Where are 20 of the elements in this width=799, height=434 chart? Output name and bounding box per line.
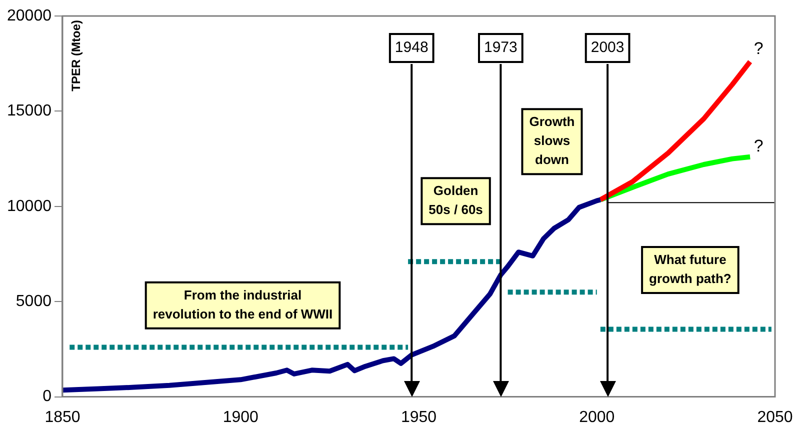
y-tick-label: 0 — [42, 388, 52, 406]
annotation: From the industrial revolution to the end of WWII — [152, 287, 333, 322]
x-tick-label: 1850 — [44, 408, 80, 426]
annotation: Growth slows down — [529, 114, 575, 168]
x-tick-label: 1900 — [222, 408, 259, 426]
y-tick-label: 15000 — [6, 102, 52, 120]
x-tick-label: 2050 — [757, 408, 793, 426]
annotation: Golden 50s / 60s — [428, 183, 483, 218]
ref-line-label: 1948 — [394, 39, 428, 56]
y-tick-label: 5000 — [16, 293, 52, 310]
y-tick-label: 20000 — [6, 7, 52, 24]
ref-line-label: 1973 — [484, 39, 518, 56]
ref-line-label: 2003 — [590, 39, 624, 56]
x-tick-label: 1950 — [400, 408, 437, 426]
annotation: ? — [754, 38, 764, 58]
annotation: What future growth path? — [649, 252, 732, 286]
y-axis-title: TPER (Mtoe) — [68, 20, 83, 92]
annotation: ? — [754, 136, 764, 156]
x-tick-label: 2000 — [579, 408, 615, 426]
y-tick-label: 10000 — [6, 198, 52, 215]
